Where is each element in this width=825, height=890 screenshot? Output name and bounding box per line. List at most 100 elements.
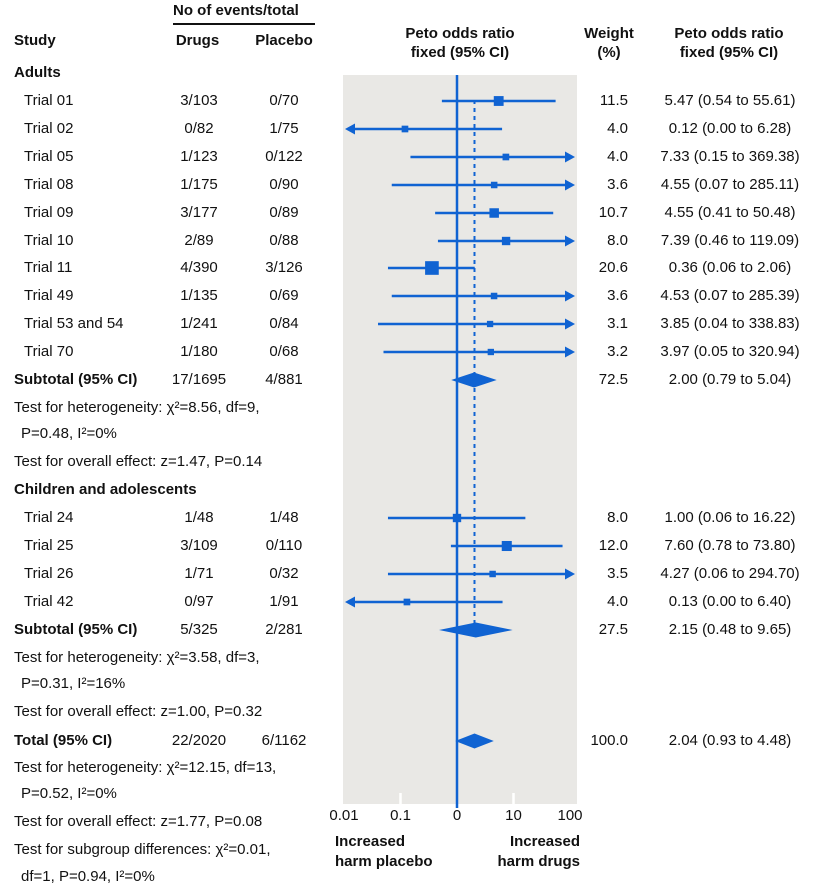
effect-square — [489, 570, 496, 578]
study-cell: Trial 70 — [24, 343, 74, 360]
harm-drugs-label: Increased harm drugs — [497, 833, 580, 870]
ci-arrow-left-icon — [345, 596, 355, 608]
note-text: Test for overall effect: z=1.77, P=0.08 — [14, 813, 263, 830]
note-text: P=0.31, I²=16% — [21, 675, 126, 692]
ci-cell: 3.85 (0.04 to 338.83) — [660, 315, 800, 332]
ci-cell: 7.39 (0.46 to 119.09) — [660, 232, 800, 249]
drugs-cell: 3/103 — [180, 92, 218, 109]
note-text: Test for heterogeneity: χ²=3.58, df=3, — [14, 649, 260, 666]
ci-cell: 3.97 (0.05 to 320.94) — [660, 343, 800, 360]
ci-cell: 0.36 (0.06 to 2.06) — [668, 259, 792, 276]
weight-cell: 10.7 — [598, 204, 628, 221]
drugs-cell: 1/48 — [184, 509, 214, 526]
weight-cell: 8.0 — [607, 509, 628, 526]
pooled-diamond — [455, 733, 494, 749]
weight-column-header: Weight (%) — [584, 25, 634, 61]
effect-square — [401, 125, 409, 133]
drugs-cell: 2/89 — [184, 232, 214, 249]
placebo-cell: 0/110 — [265, 537, 303, 554]
x-tick-label: 0.1 — [390, 807, 411, 824]
study-cell: Trial 10 — [24, 232, 74, 249]
drugs-cell: 5/325 — [180, 621, 218, 638]
ci-cell: 2.04 (0.93 to 4.48) — [668, 732, 792, 749]
placebo-cell: 0/68 — [269, 343, 299, 360]
x-tick-label: 0.01 — [329, 807, 359, 824]
study-cell: Trial 11 — [24, 259, 73, 276]
drugs-cell: 22/2020 — [171, 732, 227, 749]
effect-square — [490, 181, 498, 189]
note-text: Test for overall effect: z=1.00, P=0.32 — [14, 703, 263, 720]
ci-cell: 0.12 (0.00 to 6.28) — [668, 120, 792, 137]
placebo-cell: 1/75 — [269, 120, 299, 137]
axis-tick-notch — [399, 793, 402, 804]
weight-cell: 12.0 — [598, 537, 628, 554]
study-cell: Total (95% CI) — [14, 732, 113, 749]
placebo-column-header: Placebo — [255, 32, 313, 49]
weight-cell: 72.5 — [598, 371, 628, 388]
ci-arrow-left-icon — [345, 123, 355, 135]
note-text: Test for overall effect: z=1.47, P=0.14 — [14, 453, 263, 470]
weight-cell: 4.0 — [607, 593, 628, 610]
ci-cell: 2.00 (0.79 to 5.04) — [668, 371, 792, 388]
study-cell: Subtotal (95% CI) — [14, 621, 138, 638]
placebo-cell: 1/48 — [269, 509, 299, 526]
weight-cell: 3.5 — [607, 565, 628, 582]
placebo-cell: 3/126 — [265, 259, 303, 276]
effect-square — [501, 540, 512, 552]
note-text: df=1, P=0.94, I²=0% — [21, 868, 155, 885]
ci-cell: 2.15 (0.48 to 9.65) — [668, 621, 792, 638]
ci-arrow-right-icon — [565, 346, 575, 358]
ci-cell: 1.00 (0.06 to 16.22) — [664, 509, 796, 526]
weight-cell: 3.6 — [607, 176, 628, 193]
weight-cell: 3.1 — [607, 315, 628, 332]
placebo-cell: 6/1162 — [261, 732, 307, 749]
note-text: Test for heterogeneity: χ²=8.56, df=9, — [14, 399, 260, 416]
harm-placebo-label: Increased harm placebo — [335, 833, 433, 870]
weight-cell: 4.0 — [607, 120, 628, 137]
study-cell: Trial 49 — [24, 287, 74, 304]
plot-area — [343, 75, 577, 808]
note-text: Test for subgroup differences: χ²=0.01, — [14, 841, 271, 858]
drugs-column-header: Drugs — [175, 32, 220, 49]
placebo-cell: 2/281 — [265, 621, 303, 638]
ci-cell: 5.47 (0.54 to 55.61) — [664, 92, 796, 109]
drugs-cell: 1/71 — [184, 565, 214, 582]
placebo-cell: 0/84 — [269, 315, 299, 332]
ci-arrow-right-icon — [565, 179, 575, 191]
weight-cell: 3.2 — [607, 343, 628, 360]
placebo-cell: 0/122 — [265, 148, 303, 165]
weight-cell: 11.5 — [599, 92, 628, 109]
ci-arrow-right-icon — [565, 568, 575, 580]
drugs-cell: 3/109 — [180, 537, 218, 554]
ci-cell: 4.53 (0.07 to 285.39) — [660, 287, 800, 304]
plot-title: Peto odds ratio fixed (95% CI) — [405, 25, 515, 61]
weight-cell: 27.5 — [598, 621, 628, 638]
ci-cell: 7.33 (0.15 to 369.38) — [660, 148, 800, 165]
placebo-cell: 0/32 — [269, 565, 299, 582]
drugs-cell: 1/241 — [180, 315, 218, 332]
drugs-cell: 1/180 — [180, 343, 218, 360]
study-cell: Trial 08 — [24, 176, 74, 193]
weight-cell: 20.6 — [598, 259, 628, 276]
pooled-diamond — [438, 622, 513, 638]
drugs-cell: 3/177 — [180, 204, 218, 221]
drugs-cell: 4/390 — [180, 259, 218, 276]
ci-cell: 4.55 (0.41 to 50.48) — [664, 204, 796, 221]
placebo-cell: 4/881 — [265, 371, 303, 388]
x-tick-label: 0 — [452, 807, 462, 824]
effect-square — [493, 96, 504, 106]
pooled-diamond — [451, 372, 497, 388]
placebo-cell: 0/70 — [269, 92, 299, 109]
effect-square — [490, 292, 498, 300]
drugs-cell: 1/175 — [180, 176, 218, 193]
study-cell: Trial 53 and 54 — [24, 315, 124, 332]
group-label: Children and adolescents — [14, 481, 197, 498]
study-cell: Trial 02 — [24, 120, 74, 137]
effect-square — [452, 513, 462, 523]
drugs-cell: 17/1695 — [171, 371, 227, 388]
placebo-cell: 1/91 — [269, 593, 299, 610]
effect-square — [501, 236, 511, 246]
effect-square — [502, 153, 510, 161]
effect-square — [403, 598, 411, 606]
